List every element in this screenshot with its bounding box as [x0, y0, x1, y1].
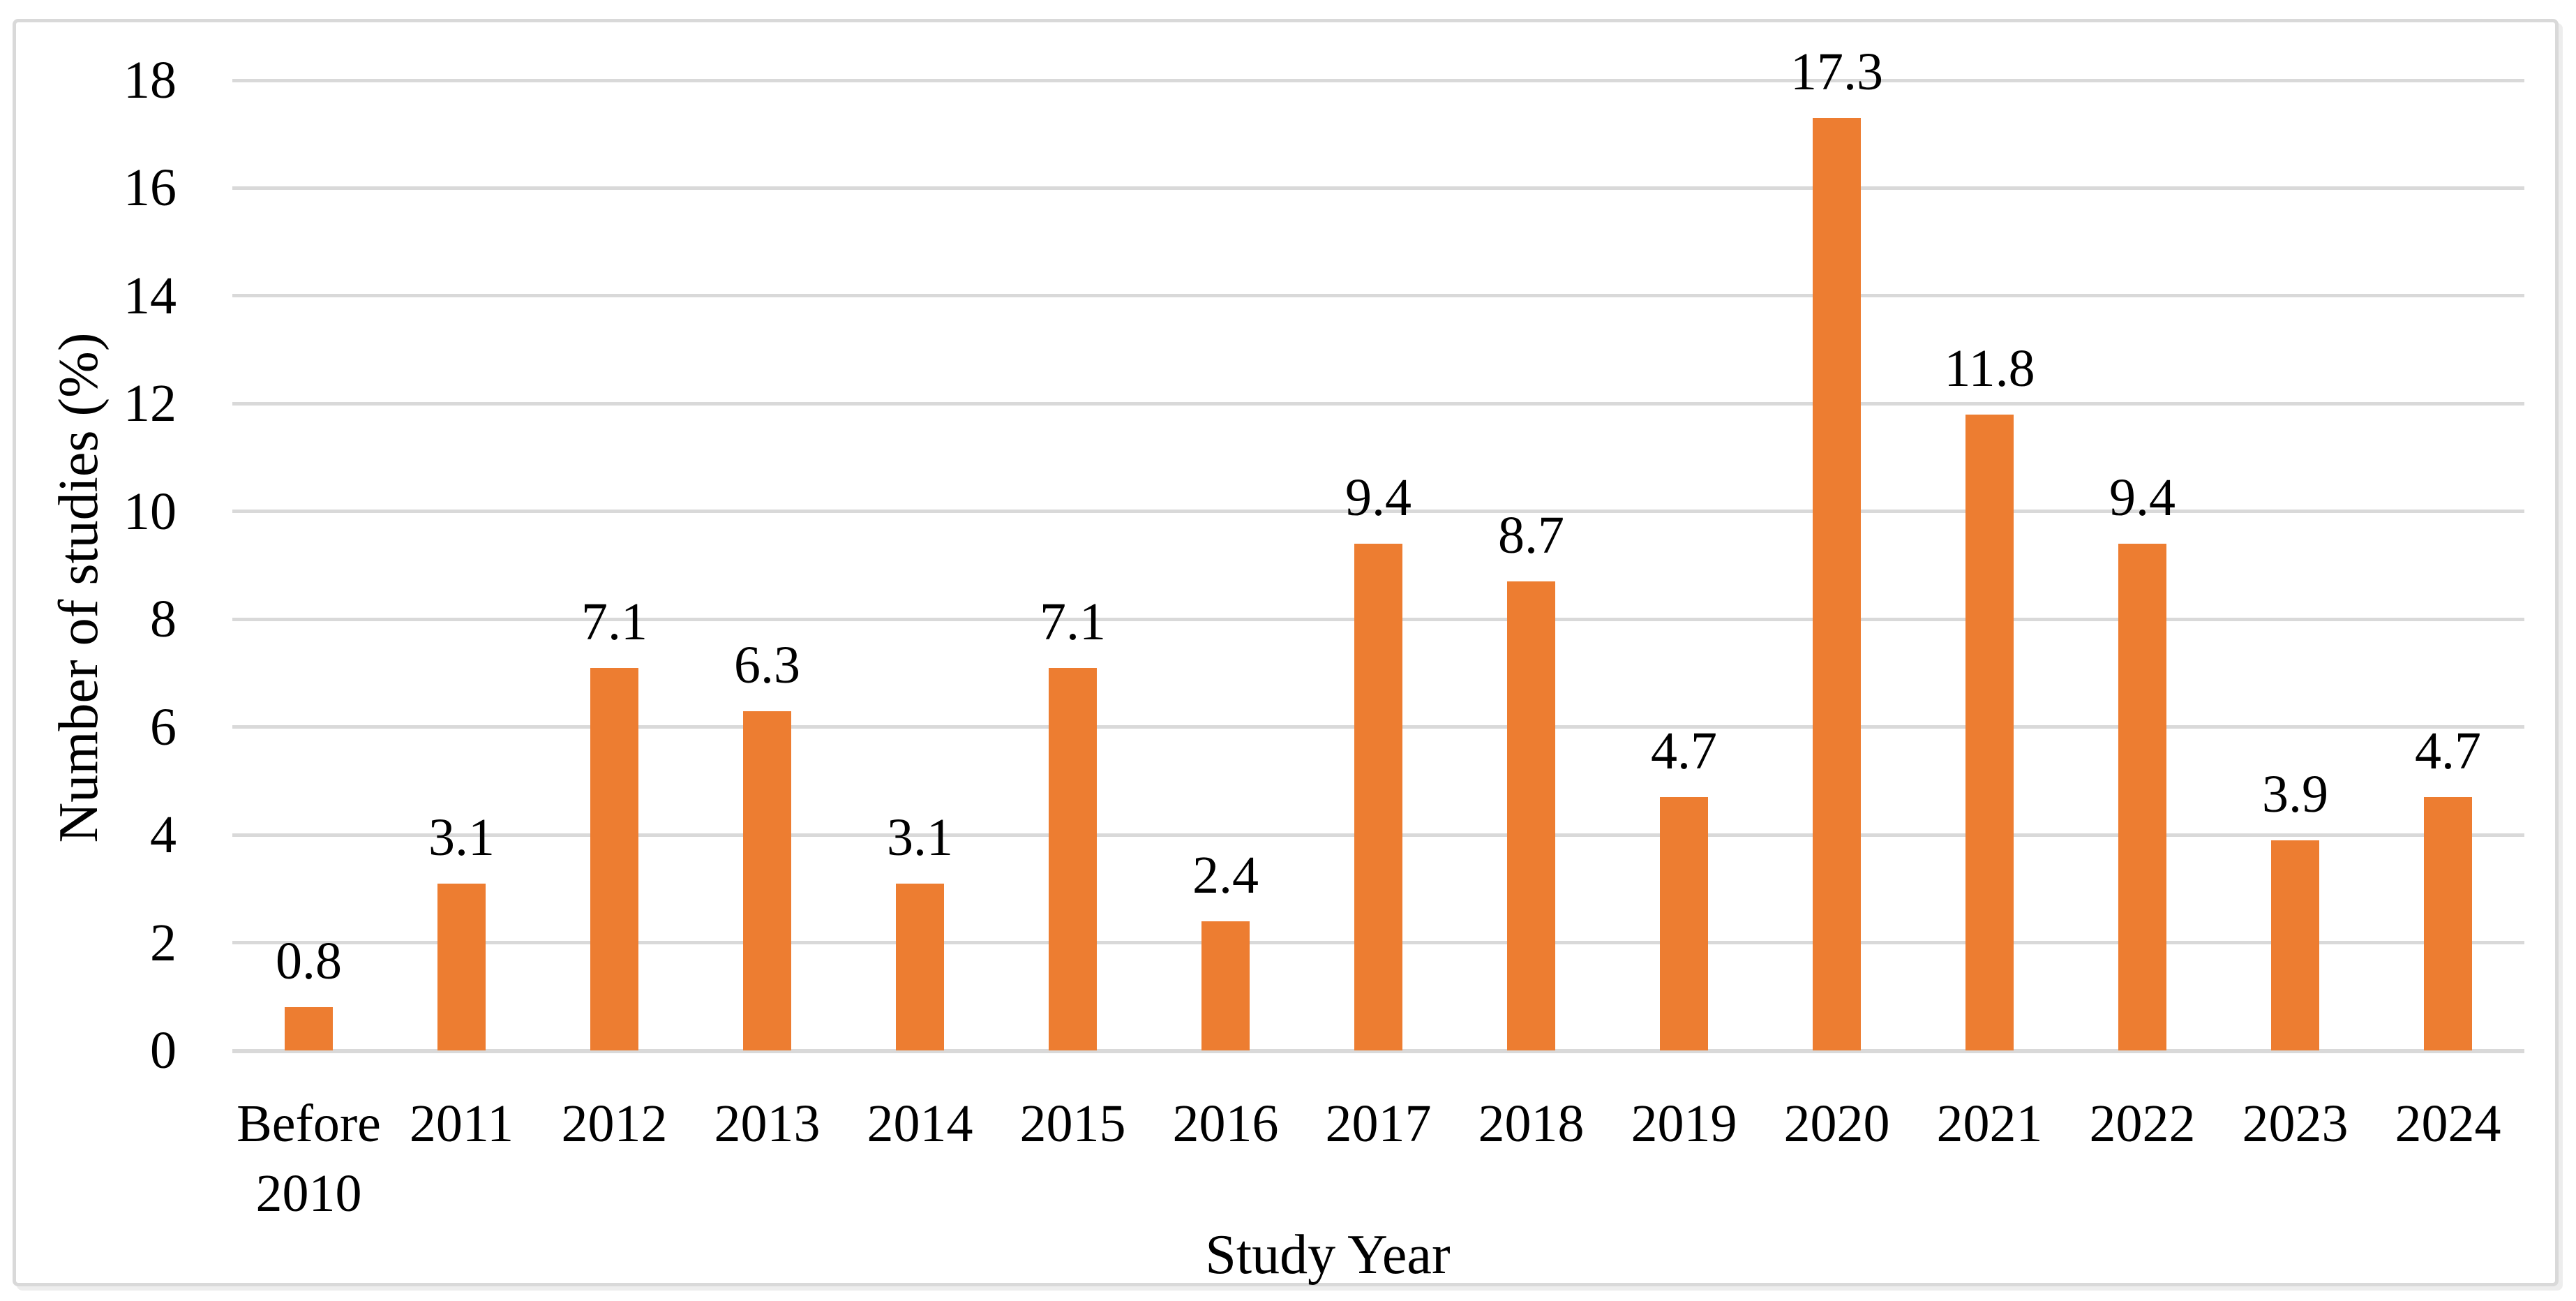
x-tick-label: 2018 [1478, 1094, 1585, 1153]
y-tick-label: 14 [123, 266, 177, 325]
gridline [232, 186, 2524, 190]
bar [896, 883, 944, 1050]
bar-value-label: 3.9 [2262, 764, 2328, 824]
bar [2424, 797, 2472, 1050]
bar-value-label: 8.7 [1498, 506, 1564, 565]
chart-frame: Study Year Number of studies (%) 0 2 4 6 8 10… [13, 19, 2559, 1286]
y-tick-label: 2 [150, 913, 177, 972]
y-tick-label: 6 [150, 697, 177, 757]
bar [743, 711, 791, 1050]
bar-value-label: 3.1 [887, 808, 953, 867]
y-tick-label: 18 [123, 51, 177, 110]
bar-value-label: 7.1 [581, 592, 647, 651]
bar [1354, 544, 1402, 1050]
y-tick-label: 0 [150, 1021, 177, 1080]
x-tick-label: 2017 [1325, 1094, 1432, 1153]
bar [1507, 581, 1555, 1050]
gridline [232, 294, 2524, 298]
gridline [232, 510, 2524, 514]
bar-value-label: 9.4 [2109, 468, 2176, 528]
bar [590, 667, 638, 1050]
x-tick-label: 2014 [867, 1094, 973, 1153]
x-tick-label: 2015 [1019, 1094, 1126, 1153]
x-tick-label: 2024 [2395, 1094, 2501, 1153]
bar [1813, 118, 1861, 1050]
bar-value-label: 17.3 [1790, 43, 1883, 102]
y-tick-label: 16 [123, 158, 177, 218]
y-tick-label: 4 [150, 805, 177, 865]
bar-value-label: 2.4 [1192, 845, 1259, 905]
bar-value-label: 9.4 [1345, 468, 1411, 528]
x-tick-label: 2011 [409, 1094, 514, 1153]
bar [1049, 667, 1097, 1050]
gridline [232, 401, 2524, 406]
bar-value-label: 3.1 [428, 808, 495, 867]
bar [1660, 797, 1708, 1050]
x-axis-title: Study Year [1205, 1224, 1451, 1286]
x-tick-label: 2020 [1783, 1094, 1890, 1153]
x-tick-label: Before 2010 [237, 1094, 381, 1223]
y-tick-label: 12 [123, 374, 177, 433]
x-axis-line [232, 1048, 2524, 1053]
x-tick-label: 2021 [1936, 1094, 2043, 1153]
bar [2118, 544, 2166, 1050]
x-tick-label: 2023 [2242, 1094, 2349, 1153]
bar-value-label: 11.8 [1944, 339, 2035, 398]
x-tick-label: 2013 [714, 1094, 821, 1153]
bar-value-label: 4.7 [1651, 722, 1717, 781]
bar [2271, 840, 2319, 1050]
bar [285, 1007, 333, 1050]
x-tick-label: 2019 [1631, 1094, 1737, 1153]
x-tick-label: 2022 [2089, 1094, 2196, 1153]
gridline [232, 78, 2524, 82]
bar-value-label: 4.7 [2415, 722, 2481, 781]
bar-value-label: 0.8 [276, 932, 342, 991]
y-tick-label: 10 [123, 482, 177, 541]
y-tick-label: 8 [150, 590, 177, 649]
bar [1201, 921, 1250, 1050]
bar-value-label: 7.1 [1040, 592, 1106, 651]
bar-value-label: 6.3 [734, 635, 800, 694]
x-tick-label: 2016 [1172, 1094, 1279, 1153]
bar [1965, 414, 2014, 1050]
bar [437, 883, 486, 1050]
x-tick-label: 2012 [561, 1094, 668, 1153]
